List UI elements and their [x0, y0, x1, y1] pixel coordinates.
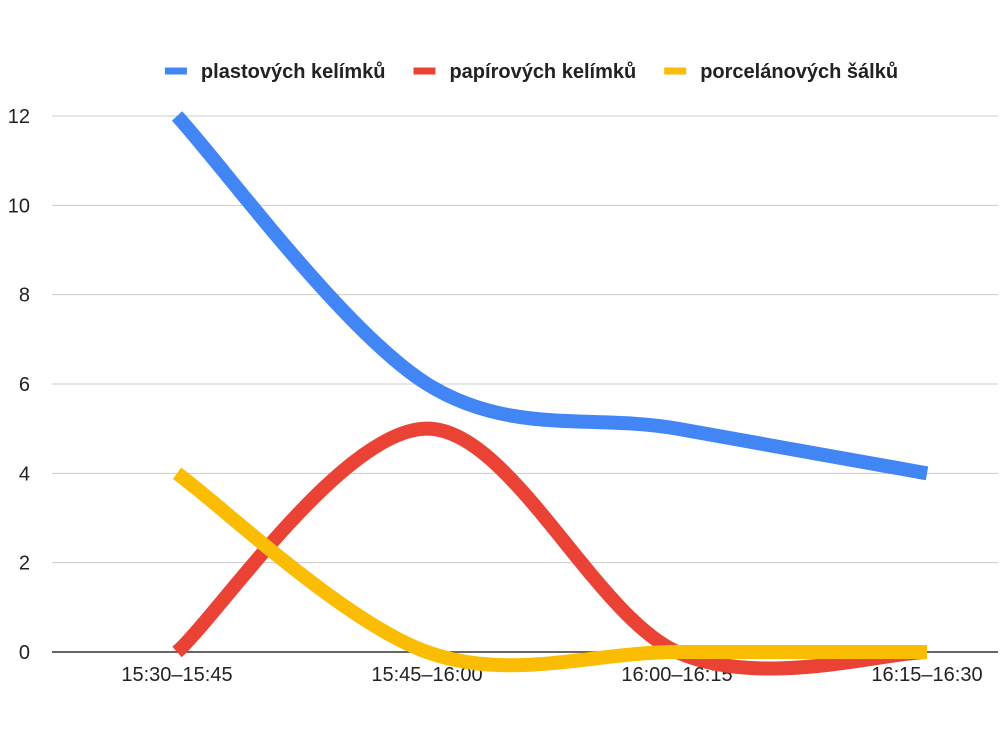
gridlines — [52, 115, 998, 653]
y-tick-label: 2 — [19, 553, 30, 575]
x-axis-ticks: 15:30–15:45 15:45–16:00 16:00–16:15 16:15–1… — [121, 664, 982, 686]
series-line-3 — [172, 467, 927, 673]
legend-item: papírových kelímků — [413, 61, 636, 83]
legend-swatch — [164, 67, 187, 75]
y-tick-label: 0 — [19, 642, 30, 664]
y-tick-label: 6 — [19, 374, 30, 396]
legend-label: plastových kelímků — [201, 61, 386, 83]
legend: plastových kelímků papírových kelímků porc… — [164, 61, 898, 83]
legend-item: porcelánových šálků — [664, 61, 898, 83]
y-tick-label: 4 — [19, 463, 30, 485]
y-tick-label: 10 — [8, 195, 30, 217]
x-tick-label: 15:45–16:00 — [371, 664, 482, 686]
x-tick-label: 16:00–16:15 — [621, 664, 732, 686]
x-tick-label: 15:30–15:45 — [121, 664, 232, 686]
legend-swatch — [413, 67, 436, 75]
series-line-1 — [171, 111, 929, 481]
legend-swatch — [664, 67, 687, 75]
y-tick-label: 8 — [19, 285, 30, 307]
legend-label: papírových kelímků — [449, 61, 636, 83]
legend-item: plastových kelímků — [164, 61, 386, 83]
legend-label: porcelánových šálků — [700, 61, 898, 83]
series-lines — [171, 111, 929, 676]
y-tick-label: 12 — [8, 106, 30, 128]
series-line-2 — [172, 421, 928, 676]
y-axis-ticks: 0 2 4 6 8 10 12 — [8, 106, 30, 664]
x-tick-label: 16:15–16:30 — [871, 664, 982, 686]
